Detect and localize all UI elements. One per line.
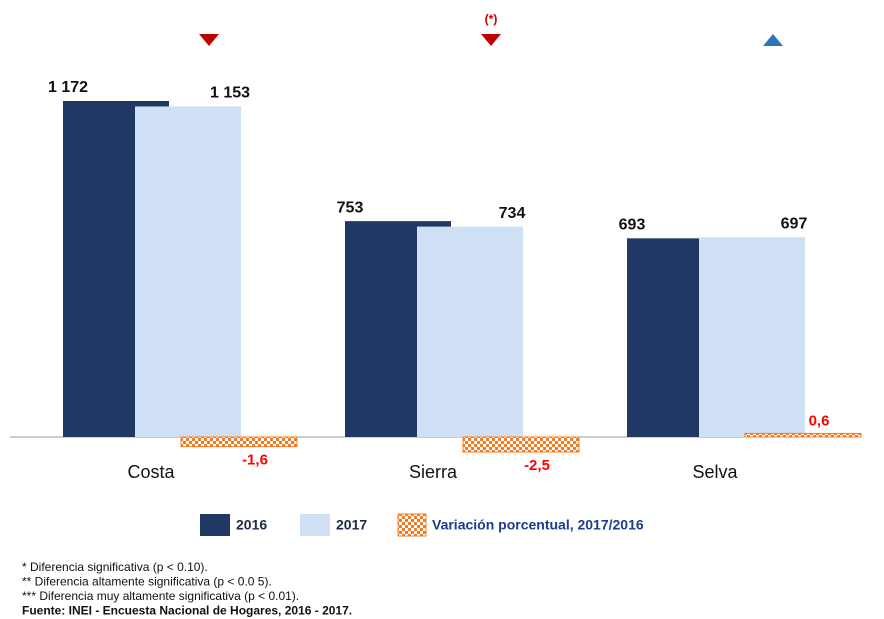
change-marker xyxy=(481,34,501,46)
variation-label: -1,6 xyxy=(242,452,268,469)
footnote: * Diferencia significativa (p < 0.10). xyxy=(22,560,208,574)
legend-swatch xyxy=(300,514,330,536)
change-marker xyxy=(199,34,219,46)
value-label: 1 172 xyxy=(48,79,88,96)
x-tick-label: Sierra xyxy=(409,462,458,482)
legend-swatch xyxy=(397,513,427,537)
footnote: *** Diferencia muy altamente significati… xyxy=(22,589,299,603)
legend-label: Variación porcentual, 2017/2016 xyxy=(432,517,644,533)
change-marker xyxy=(763,34,783,46)
value-label: 1 153 xyxy=(210,85,250,102)
bar xyxy=(699,237,805,437)
value-label: 697 xyxy=(781,215,808,232)
variation-bar xyxy=(180,436,298,448)
legend-swatch xyxy=(200,514,230,536)
value-label: 693 xyxy=(619,217,646,234)
variation-label: -2,5 xyxy=(524,457,550,474)
footnote: ** Diferencia altamente significativa (p… xyxy=(22,575,272,589)
x-tick-label: Selva xyxy=(692,462,738,482)
value-label: 753 xyxy=(337,199,364,216)
legend-label: 2017 xyxy=(336,517,367,533)
bar xyxy=(417,226,523,437)
variation-label: 0,6 xyxy=(809,412,830,429)
variation-bar xyxy=(462,436,580,453)
value-label: 734 xyxy=(499,205,526,222)
significance-label: (*) xyxy=(485,12,498,26)
footnote: Fuente: INEI - Encuesta Nacional de Hoga… xyxy=(22,604,352,618)
variation-bar xyxy=(744,432,862,438)
x-tick-label: Costa xyxy=(127,462,175,482)
legend-label: 2016 xyxy=(236,517,267,533)
bar xyxy=(135,106,241,438)
